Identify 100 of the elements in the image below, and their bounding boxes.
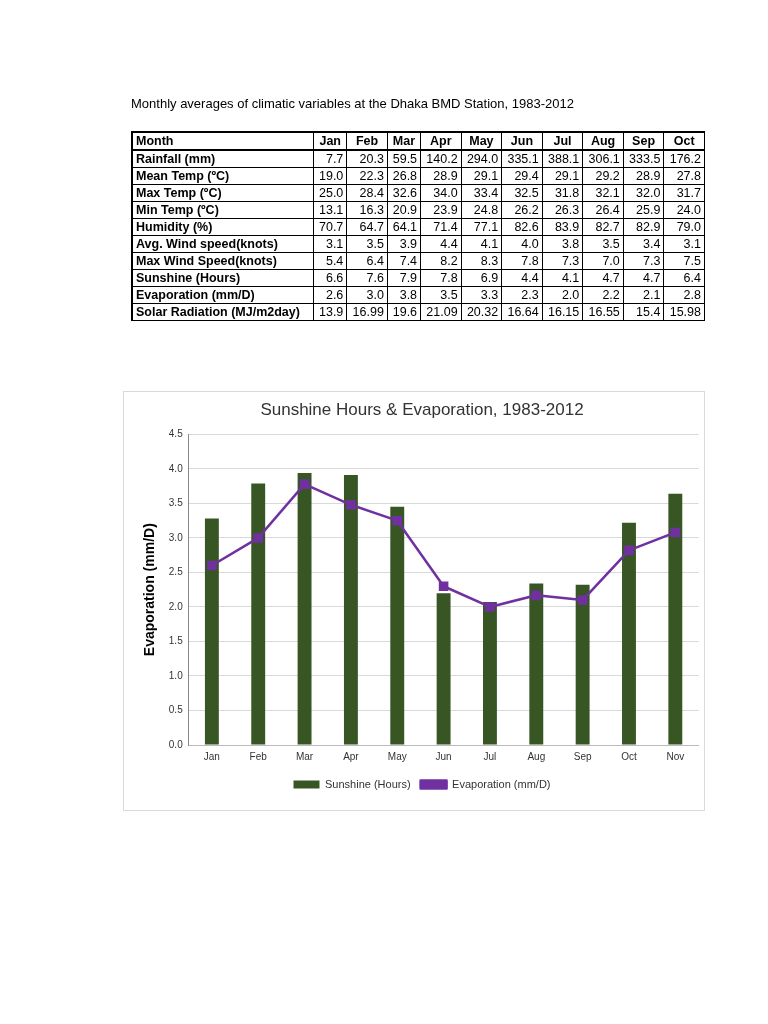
data-label: 13.1 [313,201,347,219]
data-label: 8.3 [461,252,502,270]
data-label: 77.1 [461,218,502,236]
point [624,545,634,556]
point [392,515,403,526]
x-tick-label: Nov [666,750,685,762]
data-label: 19.6 [387,303,421,321]
point [531,590,542,601]
y-tick-label: 0.0 [168,738,184,750]
data-label: 388.1 [542,150,583,168]
bar [436,593,451,745]
y-axis-title: Evaporation (mm/D) [141,523,158,657]
data-label: 3.5 [346,235,388,253]
data-label: 26.2 [501,201,543,219]
data-label: 3.5 [582,235,624,253]
data-label: 24.8 [461,201,502,219]
data-label: 71.4 [420,218,462,236]
text: Avg. Wind speed(knots) [132,235,314,253]
data-label: 306.1 [582,150,624,168]
text: Max Temp (ºC) [132,184,314,202]
legend-label: Sunshine (Hours) [325,777,411,790]
data-label: 26.3 [542,201,583,219]
data-label: 7.5 [663,252,705,270]
text: Evaporation (mm/D) [132,286,314,304]
data-label: 3.8 [542,235,583,253]
data-label: 19.0 [313,167,347,185]
data-label: 2.6 [313,286,347,304]
data-label: 82.6 [501,218,543,236]
data-label: 32.1 [582,184,624,202]
data-label: 70.7 [313,218,347,236]
x-tick-label: Feb [249,750,268,762]
data-label: 294.0 [461,150,502,168]
data-label: 34.0 [420,184,462,202]
data-label: 16.55 [582,303,624,321]
data-label: 2.8 [663,286,705,304]
data-label: 22.3 [346,167,388,185]
category-label: Mar [387,132,421,150]
data-label: 3.5 [420,286,462,304]
data-label: 7.8 [420,269,462,287]
data-label: 16.3 [346,201,388,219]
data-label: 64.1 [387,218,421,236]
chart-title: Sunshine Hours & Evaporation, 1983-2012 [260,399,584,419]
data-label: 2.1 [623,286,664,304]
point [438,581,449,592]
data-label: 28.9 [420,167,462,185]
data-label: 82.9 [623,218,664,236]
data-label: 4.7 [582,269,624,287]
data-label: 4.7 [623,269,664,287]
y-tick-label: 0.5 [168,704,184,716]
data-label: 333.5 [623,150,664,168]
text: Month [132,132,314,150]
x-tick-label: Apr [343,750,360,762]
data-label: 7.6 [346,269,388,287]
data-label: 6.6 [313,269,347,287]
data-label: 7.9 [387,269,421,287]
bar [390,506,405,745]
point [346,500,356,510]
text: Mean Temp (ºC) [132,167,314,185]
data-label: 23.9 [420,201,462,219]
x-tick-label: Mar [295,750,314,762]
data-label: 26.4 [582,201,624,219]
data-label: 335.1 [501,150,543,168]
data-label: 27.8 [663,167,705,185]
data-label: 26.8 [387,167,421,185]
x-tick-label: Oct [621,750,637,762]
x-tick-label: May [387,750,407,762]
data-label: 4.4 [420,235,462,253]
data-label: 83.9 [542,218,583,236]
data-label: 4.1 [461,235,502,253]
data-label: 13.9 [313,303,347,321]
data-label: 3.8 [387,286,421,304]
bar [622,522,636,745]
data-label: 28.4 [346,184,388,202]
point [670,527,681,538]
y-tick-label: 1.0 [168,669,184,681]
category-label: Jul [542,132,583,150]
data-label: 29.4 [501,167,543,185]
category-label: May [461,132,502,150]
data-label: 3.1 [663,235,705,253]
data-label: 32.6 [387,184,421,202]
data-label: 6.4 [346,252,388,270]
category-label: Jan [313,132,347,150]
y-tick-label: 2.5 [168,566,184,578]
category-label: Aug [582,132,624,150]
data-label: 33.4 [461,184,502,202]
data-label: 3.3 [461,286,502,304]
text: Humidity (%) [132,218,314,236]
data-label: 31.8 [542,184,583,202]
point [253,533,264,543]
text: Min Temp (ºC) [132,201,314,219]
data-label: 140.2 [420,150,462,168]
data-label: 29.1 [461,167,502,185]
x-tick-label: Sep [573,750,592,762]
data-label: 16.99 [346,303,388,321]
data-label: 20.3 [346,150,388,168]
data-label: 2.0 [542,286,583,304]
legend-label: Solar Radiation (MJ/m2day) [132,303,314,321]
point [577,595,588,605]
bar [251,483,266,745]
y-tick-label: 3.0 [168,531,184,543]
